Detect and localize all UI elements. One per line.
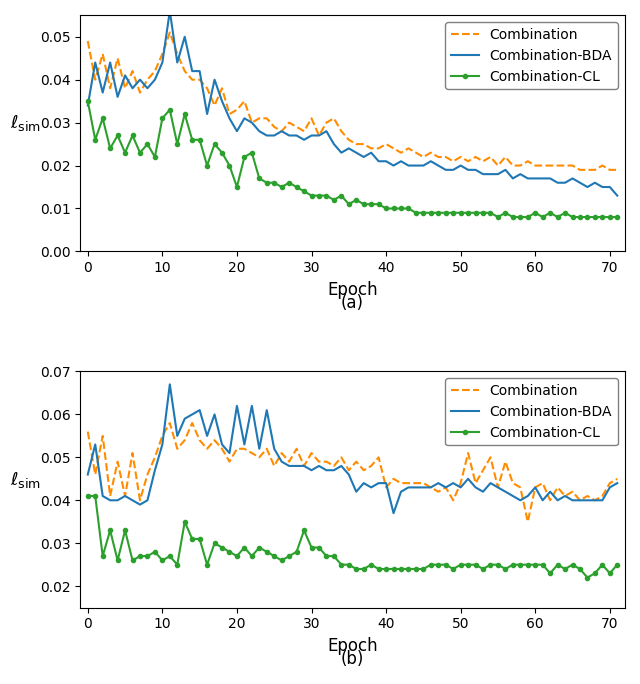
Combination-CL: [613, 561, 621, 569]
Combination-CL: [382, 205, 390, 213]
Combination-BDA: [390, 509, 397, 517]
Text: (b): (b): [341, 650, 364, 668]
Combination: [427, 148, 435, 157]
Combination-BDA: [159, 58, 166, 66]
Combination-BDA: [613, 192, 621, 200]
Combination: [613, 475, 621, 483]
Y-axis label: $\ell_{\rm sim}$: $\ell_{\rm sim}$: [10, 114, 42, 133]
Text: (a): (a): [341, 294, 364, 312]
Combination: [449, 157, 457, 166]
Combination: [390, 475, 397, 483]
Y-axis label: $\ell_{\rm sim}$: $\ell_{\rm sim}$: [10, 469, 42, 490]
Combination-CL: [211, 539, 218, 547]
Combination-BDA: [166, 380, 173, 389]
Combination: [159, 432, 166, 440]
Combination: [84, 428, 92, 436]
Combination: [427, 484, 435, 492]
Combination-BDA: [397, 488, 405, 496]
Combination-CL: [584, 573, 591, 581]
Combination-CL: [442, 209, 449, 217]
Combination-BDA: [218, 97, 226, 105]
Combination-CL: [442, 561, 449, 569]
Line: Combination-BDA: Combination-BDA: [88, 11, 617, 196]
Combination: [159, 50, 166, 58]
Combination-CL: [263, 548, 271, 556]
Legend: Combination, Combination-BDA, Combination-CL: Combination, Combination-BDA, Combinatio…: [445, 22, 618, 89]
Combination-BDA: [270, 445, 278, 453]
Combination-BDA: [584, 496, 591, 504]
Combination: [449, 496, 457, 504]
Combination: [270, 123, 278, 131]
Combination-CL: [420, 565, 428, 573]
Combination: [390, 144, 397, 153]
Combination-BDA: [435, 479, 442, 487]
Combination-CL: [420, 209, 428, 217]
Combination-BDA: [84, 101, 92, 109]
Combination-BDA: [457, 484, 465, 492]
Combination: [270, 462, 278, 470]
Combination-CL: [211, 140, 218, 148]
Combination-CL: [263, 179, 271, 187]
Legend: Combination, Combination-BDA, Combination-CL: Combination, Combination-BDA, Combinatio…: [445, 378, 618, 445]
Combination-BDA: [427, 157, 435, 166]
Combination: [584, 492, 591, 500]
Line: Combination-CL: Combination-CL: [86, 494, 620, 579]
Combination-CL: [159, 114, 166, 122]
Combination-BDA: [159, 440, 166, 449]
Combination: [613, 166, 621, 174]
Combination-BDA: [390, 161, 397, 170]
Line: Combination: Combination: [88, 32, 617, 170]
Combination-CL: [613, 213, 621, 221]
Line: Combination-BDA: Combination-BDA: [88, 384, 617, 513]
Combination: [576, 166, 584, 174]
Combination-CL: [84, 492, 92, 500]
Combination: [524, 518, 532, 526]
Combination-BDA: [449, 166, 457, 174]
X-axis label: Epoch: Epoch: [327, 280, 378, 299]
Combination: [166, 419, 173, 427]
Combination-CL: [494, 213, 502, 221]
Line: Combination-CL: Combination-CL: [86, 99, 620, 219]
Combination-BDA: [270, 131, 278, 140]
Line: Combination: Combination: [88, 423, 617, 522]
Combination-CL: [159, 556, 166, 564]
Combination-BDA: [84, 471, 92, 479]
Combination: [84, 37, 92, 45]
Combination: [584, 166, 591, 174]
Combination-BDA: [166, 7, 173, 15]
Combination-CL: [84, 97, 92, 105]
Combination-CL: [382, 565, 390, 573]
Combination-BDA: [613, 479, 621, 487]
Combination: [166, 28, 173, 36]
X-axis label: Epoch: Epoch: [327, 637, 378, 655]
